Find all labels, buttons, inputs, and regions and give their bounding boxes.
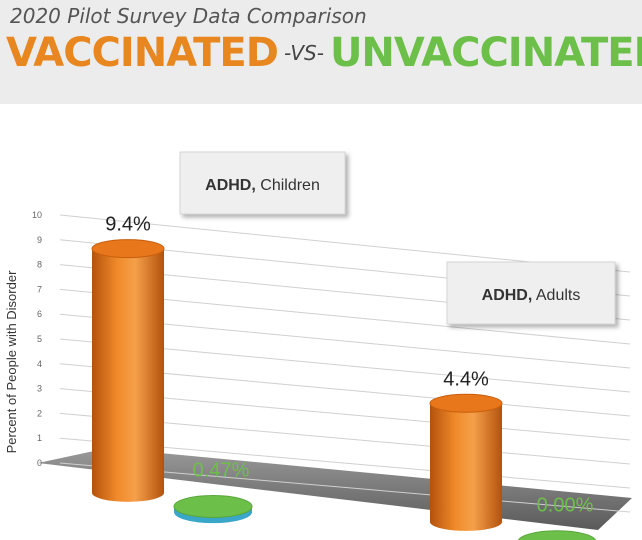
y-tick-label: 4 [37, 359, 42, 369]
bar-unvaccinated [173, 495, 253, 519]
bar-vaccinated [430, 403, 502, 531]
title-vaccinated: VACCINATED [6, 30, 279, 76]
bar-vaccinated [92, 248, 164, 502]
bar-vaccinated-top [91, 239, 165, 259]
y-tick-label: 3 [37, 384, 42, 394]
y-tick-label: 2 [37, 408, 42, 418]
category-label-box [179, 151, 346, 215]
y-tick-label: 6 [37, 309, 42, 319]
y-axis-label: Percent of People with Disorder [4, 270, 19, 453]
bar-vaccinated-top [429, 393, 503, 413]
y-tick-label: 1 [37, 433, 42, 443]
category-label: ADHD, Adults [482, 287, 581, 304]
y-tick-label: 10 [32, 210, 42, 220]
y-tick-label: 8 [37, 260, 42, 270]
y-tick-label: 7 [37, 284, 42, 294]
category-label-box [446, 261, 616, 325]
header-banner [0, 0, 642, 104]
bar-unvaccinated [517, 530, 597, 540]
category-label: ADHD, Children [205, 177, 320, 194]
data-label-vaccinated: 4.4% [443, 368, 489, 390]
title-unvaccinated: UNVACCINATED [329, 30, 642, 76]
y-tick-label: 0 [37, 458, 42, 468]
y-tick-label: 5 [37, 334, 42, 344]
chart-title: VACCINATED -VS- UNVACCINATED [6, 30, 642, 76]
chart-subtitle: 2020 Pilot Survey Data Comparison [10, 4, 367, 28]
data-label-vaccinated: 9.4% [105, 214, 151, 236]
data-label-unvaccinated: 0.00% [537, 495, 594, 517]
title-vs: -VS- [283, 41, 324, 65]
data-label-unvaccinated: 0.47% [193, 460, 250, 482]
y-tick-label: 9 [37, 235, 42, 245]
